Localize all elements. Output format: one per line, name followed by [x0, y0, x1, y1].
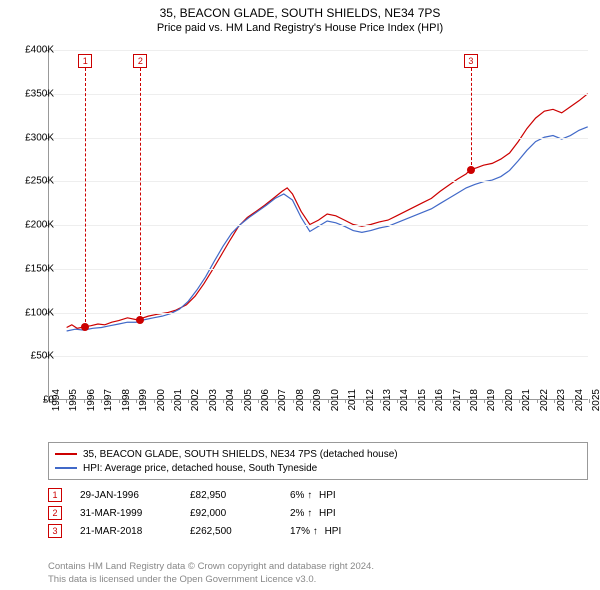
arrow-up-icon: ↑ — [313, 526, 318, 537]
y-axis-label: £250K — [10, 176, 54, 187]
sale-date: 31-MAR-1999 — [80, 508, 190, 519]
x-axis-label: 2010 — [330, 389, 341, 419]
sale-marker-box-2: 2 — [133, 54, 147, 68]
y-axis-label: £0 — [10, 395, 54, 406]
x-axis-label: 2002 — [190, 389, 201, 419]
grid-line — [49, 225, 588, 226]
x-axis-label: 2003 — [208, 389, 219, 419]
x-axis-label: 2001 — [173, 389, 184, 419]
sale-price: £262,500 — [190, 526, 290, 537]
footer-line1: Contains HM Land Registry data © Crown c… — [48, 561, 374, 573]
x-axis-label: 2007 — [277, 389, 288, 419]
sale-marker-line — [140, 68, 141, 320]
legend-label-property: 35, BEACON GLADE, SOUTH SHIELDS, NE34 7P… — [83, 449, 398, 460]
x-axis-label: 2004 — [225, 389, 236, 419]
title-address: 35, BEACON GLADE, SOUTH SHIELDS, NE34 7P… — [0, 6, 600, 20]
grid-line — [49, 50, 588, 51]
title-subtitle: Price paid vs. HM Land Registry's House … — [0, 22, 600, 34]
x-axis-label: 1995 — [68, 389, 79, 419]
sale-marker-1: 1 — [48, 488, 62, 502]
sale-row: 1 29-JAN-1996 £82,950 6% ↑ HPI — [48, 486, 350, 504]
x-axis-label: 2014 — [399, 389, 410, 419]
x-axis-label: 2021 — [521, 389, 532, 419]
x-axis-label: 2016 — [434, 389, 445, 419]
sale-pct: 2% ↑ HPI — [290, 508, 350, 519]
x-axis-label: 2009 — [312, 389, 323, 419]
grid-line — [49, 269, 588, 270]
x-axis-label: 2018 — [469, 389, 480, 419]
sale-marker-dot — [136, 316, 144, 324]
sale-price: £92,000 — [190, 508, 290, 519]
footer-line2: This data is licensed under the Open Gov… — [48, 574, 374, 586]
legend-swatch-hpi — [55, 467, 77, 469]
x-axis-label: 2024 — [574, 389, 585, 419]
x-axis-label: 2017 — [452, 389, 463, 419]
legend-row-hpi: HPI: Average price, detached house, Sout… — [55, 461, 581, 475]
sale-marker-dot — [467, 166, 475, 174]
y-axis-label: £50K — [10, 351, 54, 362]
legend-row-property: 35, BEACON GLADE, SOUTH SHIELDS, NE34 7P… — [55, 447, 581, 461]
x-axis-label: 2005 — [243, 389, 254, 419]
price-chart: 1 2 3 — [48, 50, 588, 400]
sale-marker-2: 2 — [48, 506, 62, 520]
x-axis-label: 1998 — [121, 389, 132, 419]
chart-legend: 35, BEACON GLADE, SOUTH SHIELDS, NE34 7P… — [48, 442, 588, 480]
x-axis-label: 2020 — [504, 389, 515, 419]
sale-marker-dot — [81, 323, 89, 331]
footer-attribution: Contains HM Land Registry data © Crown c… — [48, 561, 374, 586]
y-axis-label: £350K — [10, 88, 54, 99]
x-axis-label: 2000 — [156, 389, 167, 419]
x-axis-label: 2006 — [260, 389, 271, 419]
x-axis-label: 2008 — [295, 389, 306, 419]
grid-line — [49, 138, 588, 139]
x-axis-label: 1996 — [86, 389, 97, 419]
sales-table: 1 29-JAN-1996 £82,950 6% ↑ HPI 2 31-MAR-… — [48, 486, 350, 540]
sale-marker-box-1: 1 — [78, 54, 92, 68]
series-hpi — [67, 127, 588, 331]
legend-label-hpi: HPI: Average price, detached house, Sout… — [83, 463, 317, 474]
sale-row: 2 31-MAR-1999 £92,000 2% ↑ HPI — [48, 504, 350, 522]
y-axis-label: £150K — [10, 263, 54, 274]
x-axis-label: 1997 — [103, 389, 114, 419]
y-axis-label: £100K — [10, 307, 54, 318]
y-axis-label: £300K — [10, 132, 54, 143]
sale-marker-line — [85, 68, 86, 327]
legend-swatch-property — [55, 453, 77, 455]
y-axis-label: £200K — [10, 220, 54, 231]
sale-date: 21-MAR-2018 — [80, 526, 190, 537]
x-axis-label: 2019 — [486, 389, 497, 419]
x-axis-label: 1994 — [51, 389, 62, 419]
y-axis-label: £400K — [10, 45, 54, 56]
sale-price: £82,950 — [190, 490, 290, 501]
sale-row: 3 21-MAR-2018 £262,500 17% ↑ HPI — [48, 522, 350, 540]
grid-line — [49, 181, 588, 182]
x-axis-label: 2025 — [591, 389, 600, 419]
sale-marker-box-3: 3 — [464, 54, 478, 68]
arrow-up-icon: ↑ — [307, 508, 312, 519]
x-axis-label: 2015 — [417, 389, 428, 419]
sale-marker-line — [471, 68, 472, 170]
x-axis-label: 2023 — [556, 389, 567, 419]
chart-title-block: 35, BEACON GLADE, SOUTH SHIELDS, NE34 7P… — [0, 0, 600, 36]
x-axis-label: 1999 — [138, 389, 149, 419]
x-axis-label: 2022 — [539, 389, 550, 419]
x-axis-label: 2012 — [365, 389, 376, 419]
x-axis-label: 2011 — [347, 389, 358, 419]
arrow-up-icon: ↑ — [307, 490, 312, 501]
grid-line — [49, 356, 588, 357]
grid-line — [49, 313, 588, 314]
sale-date: 29-JAN-1996 — [80, 490, 190, 501]
sale-pct: 6% ↑ HPI — [290, 490, 350, 501]
series-property — [67, 94, 588, 329]
grid-line — [49, 94, 588, 95]
sale-marker-3: 3 — [48, 524, 62, 538]
sale-pct: 17% ↑ HPI — [290, 526, 350, 537]
x-axis-label: 2013 — [382, 389, 393, 419]
